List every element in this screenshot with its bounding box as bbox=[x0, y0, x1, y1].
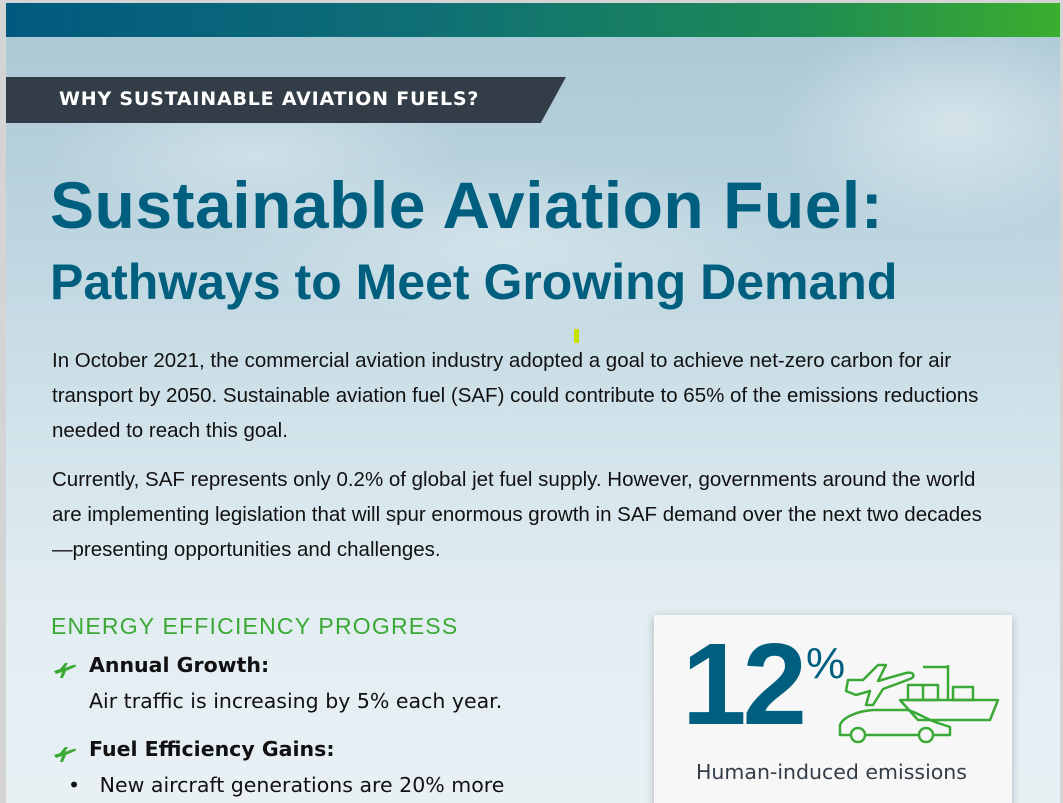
intro-text: In October 2021, the commercial aviation… bbox=[52, 343, 992, 581]
intro-paragraph: In October 2021, the commercial aviation… bbox=[52, 349, 979, 442]
item-description: Air traffic is increasing by 5% each yea… bbox=[89, 689, 503, 713]
page-subtitle: Pathways to Meet Growing Demand bbox=[50, 254, 898, 310]
bullet-text: New aircraft generations are 20% more bbox=[99, 773, 505, 797]
text-cursor-mark bbox=[574, 329, 579, 343]
section-heading: ENERGY EFFICIENCY PROGRESS bbox=[51, 613, 459, 639]
stat-value: 12 bbox=[682, 619, 807, 749]
section-banner: WHY SUSTAINABLE AVIATION FUELS? bbox=[6, 77, 566, 123]
page-title: Sustainable Aviation Fuel: bbox=[50, 168, 884, 242]
stat-card: 12 % Human-induced emissions bbox=[654, 615, 1012, 803]
banner-label: WHY SUSTAINABLE AVIATION FUELS? bbox=[59, 88, 480, 110]
airplane-icon bbox=[54, 747, 77, 762]
stat-caption: Human-induced emissions bbox=[696, 760, 967, 784]
document-page: WHY SUSTAINABLE AVIATION FUELS? Sustaina… bbox=[6, 3, 1060, 803]
item-title: Annual Growth: bbox=[89, 653, 270, 677]
context-paragraph: Currently, SAF represents only 0.2% of g… bbox=[52, 468, 982, 561]
transport-vehicles-icon bbox=[838, 663, 1000, 744]
stat-unit: % bbox=[806, 639, 846, 688]
header-gradient-bar bbox=[6, 3, 1060, 37]
bullet-item: • New aircraft generations are 20% more bbox=[68, 773, 505, 797]
airplane-icon bbox=[54, 663, 77, 678]
item-title: Fuel Efficiency Gains: bbox=[89, 737, 335, 761]
